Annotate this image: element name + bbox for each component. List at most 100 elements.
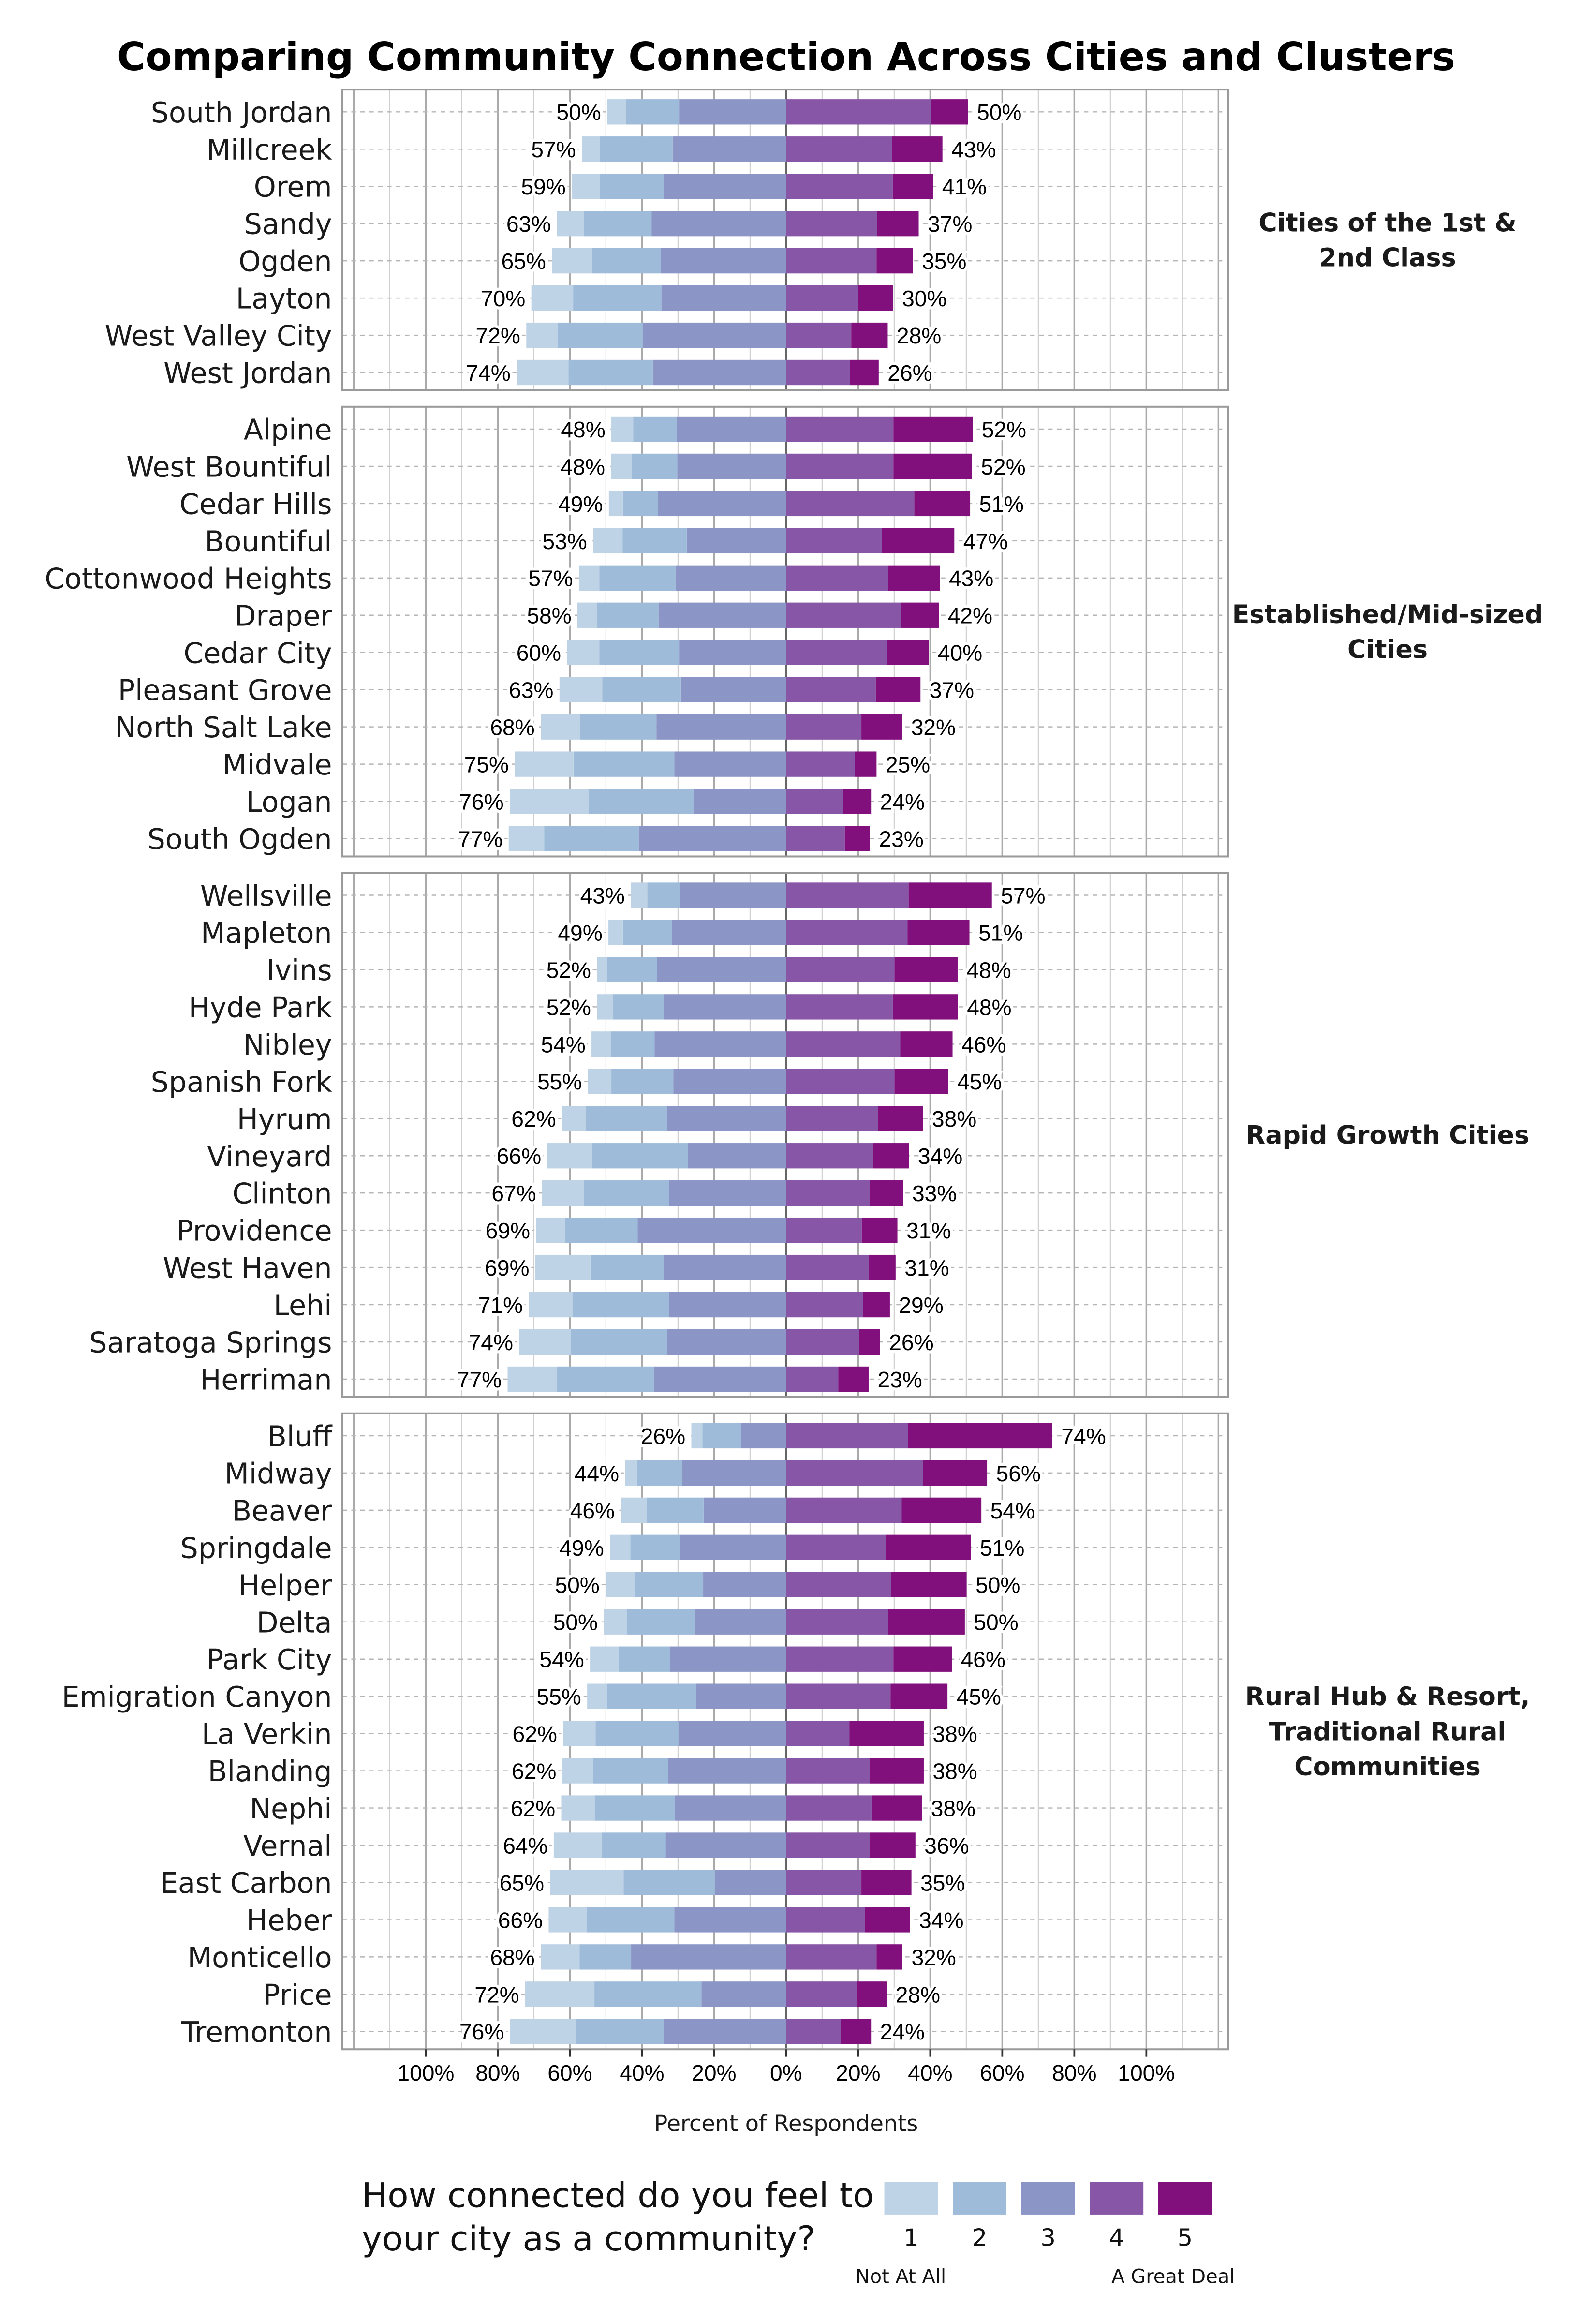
bar-segment-level-5: [901, 602, 939, 628]
bar-segment-level-3: [674, 751, 786, 777]
bar-segment-level-4: [786, 1534, 886, 1560]
bar-segment-level-5: [931, 99, 968, 125]
bar-segment-level-2: [630, 1534, 680, 1560]
bar-segment-level-2: [586, 1106, 667, 1131]
city-label: Tremonton: [181, 2016, 332, 2049]
city-label: Bluff: [267, 1420, 333, 1453]
bar-segment-level-3: [682, 1460, 786, 1486]
bar-segment-level-2: [600, 136, 673, 162]
bar-segment-level-1: [577, 602, 597, 628]
bar-row: Bountiful 53% 47%: [205, 525, 1011, 558]
city-label: Alpine: [244, 414, 332, 447]
bar-segment-level-2: [573, 285, 662, 311]
bar-segment-level-4: [786, 1907, 865, 1933]
city-label: Ivins: [266, 954, 332, 987]
panel-border: [341, 872, 1229, 1398]
bar-segment-level-5: [885, 1534, 971, 1560]
positive-percent-label: 23%: [879, 826, 923, 851]
bar-row: Providence 69% 31%: [177, 1215, 954, 1248]
bar-row: Midvale 75% 25%: [222, 748, 933, 781]
group-label: Rural Hub & Resort,: [1245, 1682, 1530, 1712]
bar-segment-level-4: [786, 453, 894, 479]
bar-segment-level-3: [661, 285, 786, 311]
bar-segment-level-1: [517, 359, 569, 386]
positive-percent-label: 42%: [948, 603, 992, 628]
positive-percent-label: 29%: [899, 1293, 943, 1318]
bar-segment-level-4: [786, 1254, 869, 1280]
bar-segment-level-3: [637, 1217, 786, 1243]
bar-segment-level-3: [653, 1366, 786, 1392]
bar-segment-level-1: [621, 1497, 647, 1523]
bar-segment-level-4: [786, 359, 850, 386]
bar-segment-level-5: [855, 751, 877, 777]
bar-row: Alpine 48% 52%: [244, 414, 1029, 447]
bar-segment-level-3: [664, 174, 786, 199]
bar-segment-level-5: [844, 826, 870, 851]
positive-percent-label: 24%: [880, 2019, 925, 2044]
negative-percent-label: 69%: [485, 1255, 529, 1280]
bar-segment-level-1: [587, 1683, 607, 1709]
city-label: Midway: [224, 1457, 332, 1490]
city-label: Draper: [234, 599, 332, 632]
positive-percent-label: 43%: [949, 566, 993, 591]
bar-segment-level-1: [542, 1180, 584, 1206]
city-label: Providence: [177, 1215, 332, 1248]
bar-row: East Carbon 65% 35%: [160, 1867, 968, 1900]
positive-percent-label: 47%: [963, 529, 1008, 554]
x-tick-label: 40%: [908, 2060, 952, 2085]
bar-segment-level-2: [627, 1609, 695, 1635]
bar-row: Price 72% 28%: [263, 1979, 943, 2011]
city-label: Emigration Canyon: [62, 1681, 332, 1713]
positive-percent-label: 52%: [982, 417, 1026, 442]
positive-percent-label: 38%: [931, 1796, 975, 1821]
positive-percent-label: 51%: [979, 491, 1024, 517]
bar-row: Nephi 62% 38%: [250, 1792, 978, 1825]
bar-segment-level-2: [580, 714, 657, 740]
bar-segment-level-2: [564, 1217, 638, 1243]
bar-segment-level-2: [587, 1907, 675, 1933]
bar-segment-level-3: [703, 1497, 786, 1523]
bar-segment-level-4: [786, 920, 908, 945]
positive-percent-label: 35%: [920, 1870, 965, 1895]
negative-percent-label: 66%: [498, 1907, 543, 1933]
city-label: Price: [263, 1979, 332, 2011]
negative-percent-label: 58%: [527, 603, 571, 628]
bar-segment-level-2: [607, 1683, 696, 1709]
bar-segment-level-3: [668, 1758, 786, 1784]
bar-segment-level-5: [893, 453, 972, 479]
bar-segment-level-1: [625, 1460, 637, 1486]
bar-segment-level-5: [838, 1366, 869, 1392]
bar-segment-level-1: [550, 1870, 624, 1895]
bar-segment-level-3: [677, 453, 786, 479]
bar-segment-level-5: [878, 1106, 923, 1131]
positive-percent-label: 35%: [922, 249, 966, 274]
bar-segment-level-2: [613, 994, 664, 1020]
negative-percent-label: 54%: [539, 1647, 584, 1672]
bar-segment-level-4: [786, 285, 858, 311]
bar-segment-level-3: [667, 1106, 786, 1131]
positive-percent-label: 57%: [1001, 883, 1045, 908]
bar-segment-level-1: [562, 1758, 593, 1784]
bar-segment-level-1: [553, 1832, 602, 1858]
bar-segment-level-1: [610, 1534, 631, 1560]
bar-segment-level-2: [544, 826, 639, 851]
group-label: Rapid Growth Cities: [1246, 1121, 1529, 1150]
bar-row: Cottonwood Heights 57% 43%: [44, 562, 996, 595]
bar-segment-level-2: [611, 1031, 655, 1057]
bar-segment-level-4: [786, 174, 893, 199]
bar-segment-level-4: [786, 602, 901, 628]
city-label: East Carbon: [160, 1867, 332, 1900]
city-label: Blanding: [208, 1755, 332, 1788]
bar-segment-level-5: [891, 1572, 967, 1597]
bar-segment-level-3: [694, 789, 786, 814]
positive-percent-label: 51%: [978, 920, 1023, 945]
negative-percent-label: 77%: [458, 826, 502, 851]
positive-percent-label: 25%: [886, 752, 930, 777]
positive-percent-label: 38%: [932, 1722, 977, 1747]
chart-panels: South Jordan 50% 50% Millcreek 57% 43% Orem 59%…: [44, 89, 1543, 2051]
bar-segment-level-2: [595, 1795, 675, 1821]
negative-percent-label: 54%: [541, 1032, 585, 1057]
bar-row: Helper 50% 50%: [238, 1569, 1023, 1602]
bar-segment-level-3: [703, 1572, 786, 1597]
city-label: Layton: [236, 283, 332, 315]
